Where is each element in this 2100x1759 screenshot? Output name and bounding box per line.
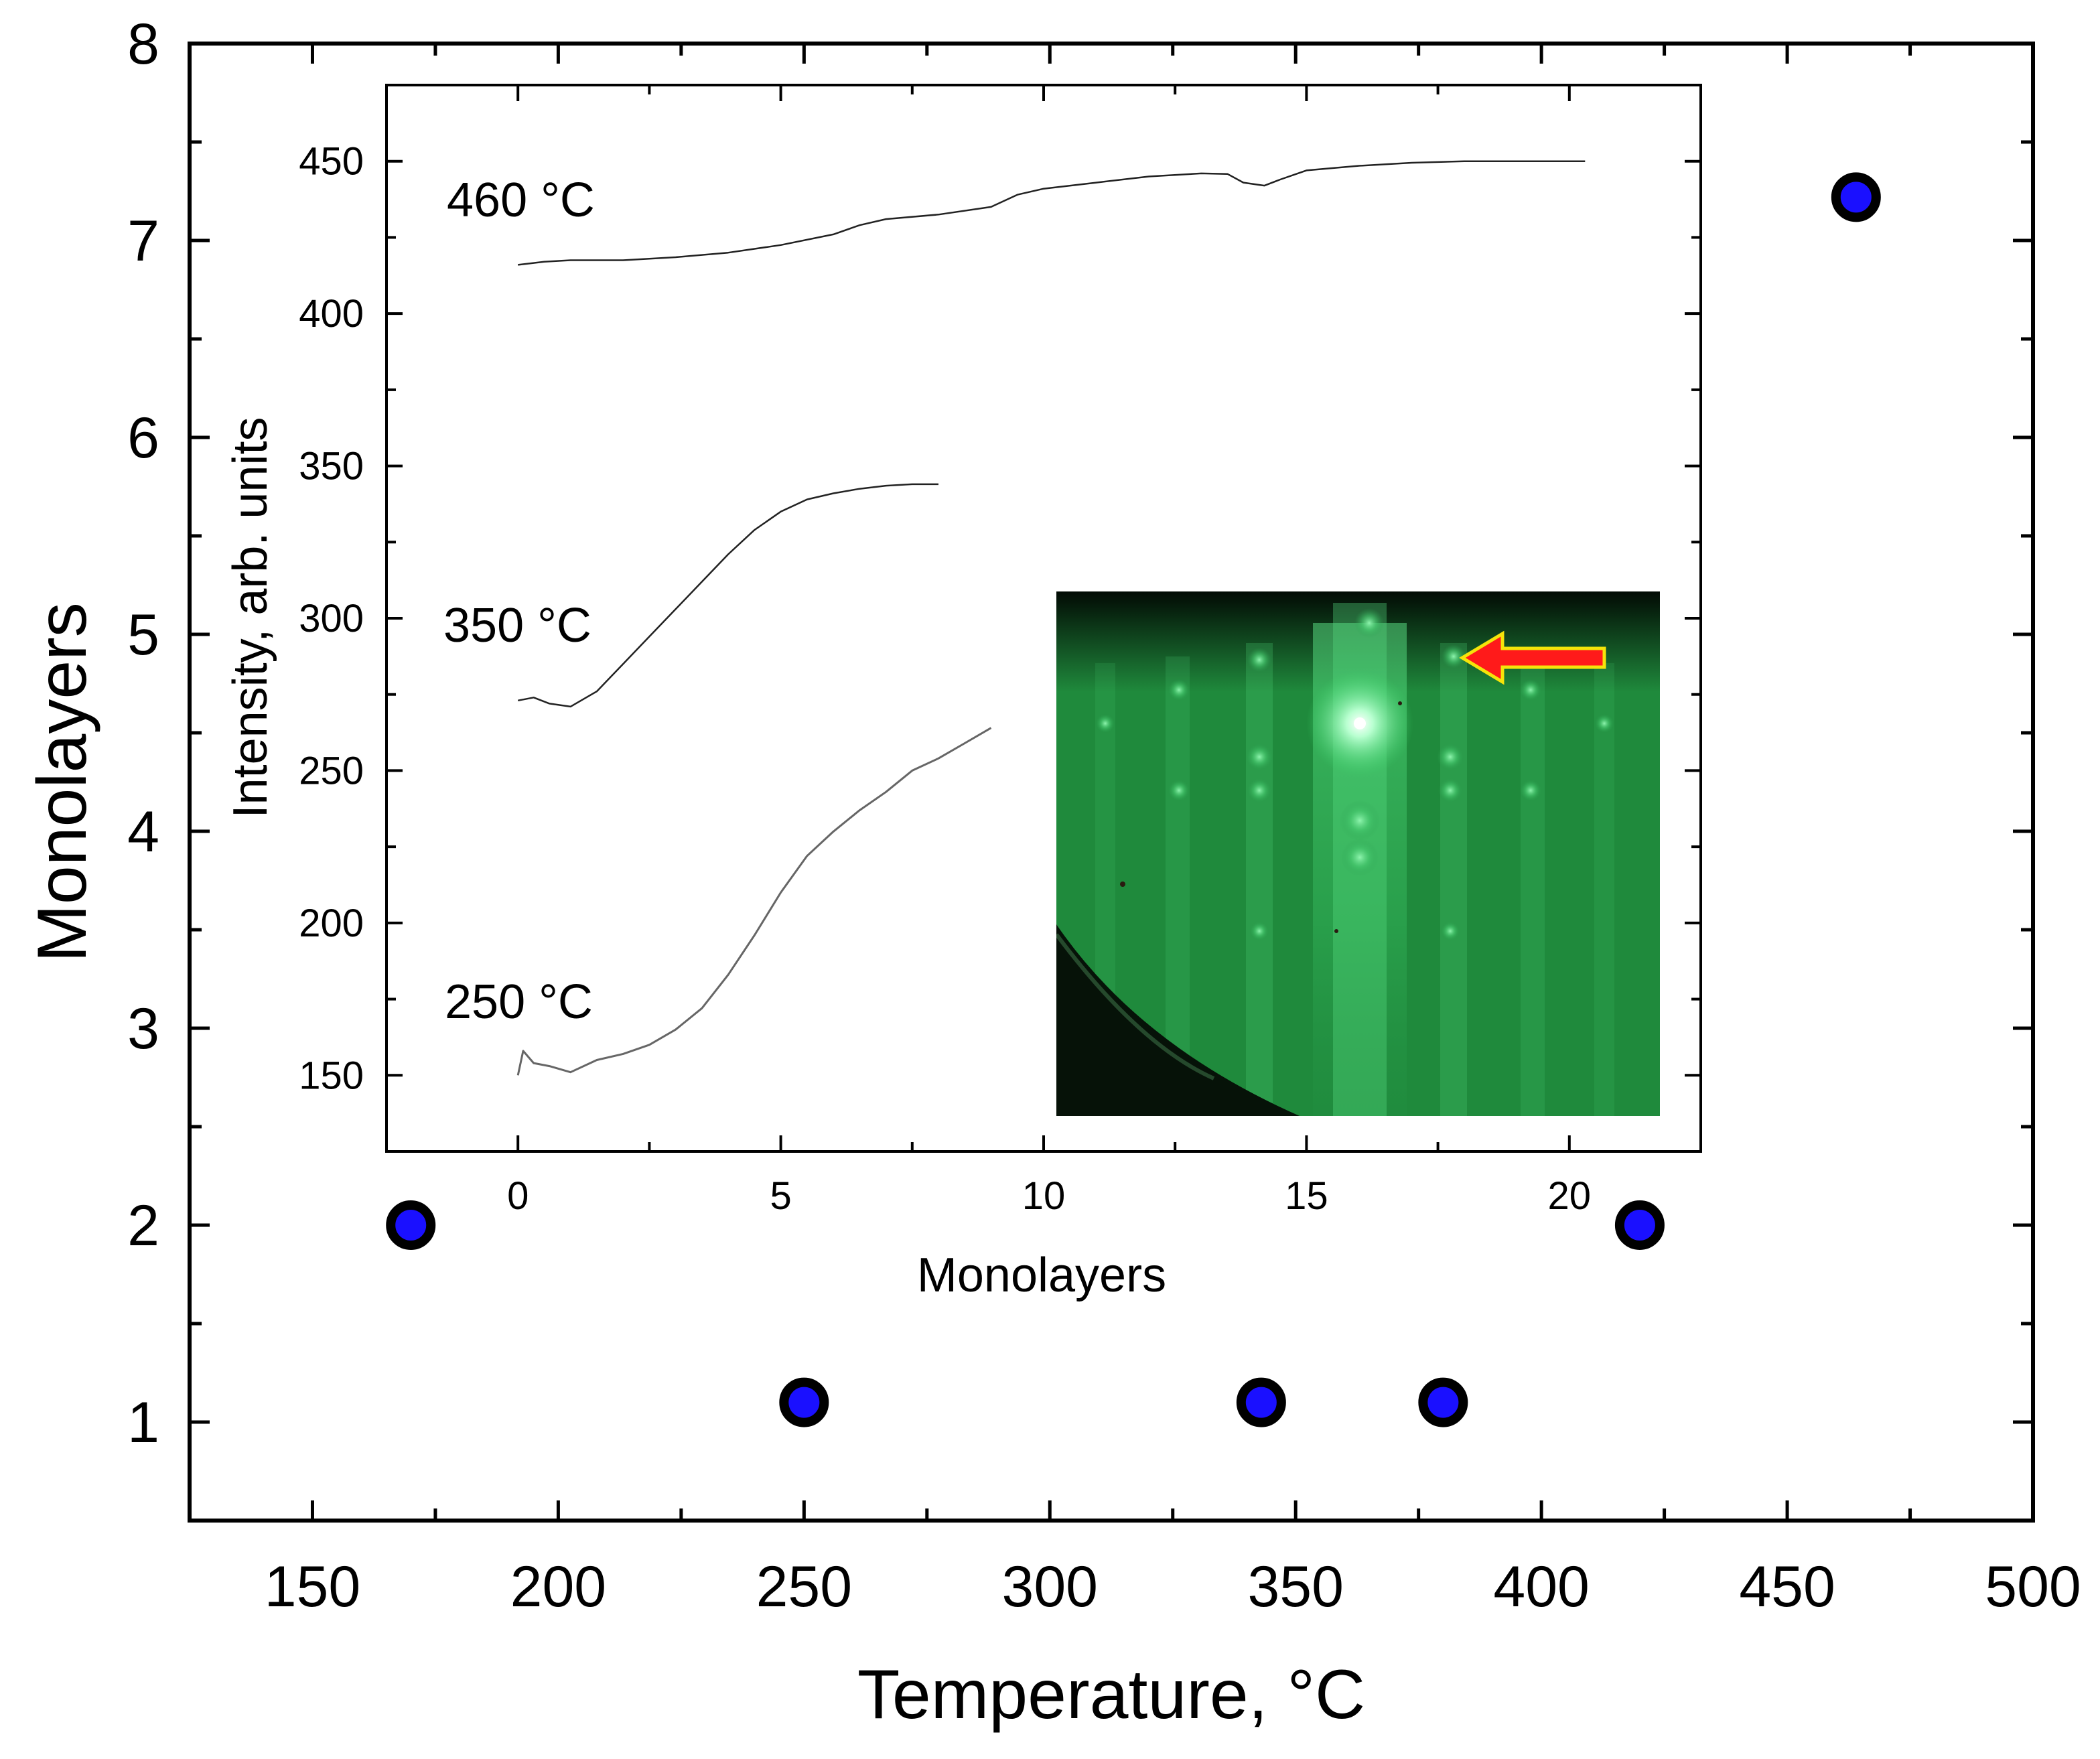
main-x-axis-title: Temperature, °C (857, 1656, 1365, 1734)
inset-x-tick-label: 5 (770, 1174, 791, 1218)
main-y-tick-label: 6 (127, 406, 159, 470)
main-x-tick-label: 400 (1493, 1555, 1590, 1619)
inset-y-axis-title: Intensity, arb. units (224, 417, 277, 819)
inset-curves (516, 160, 1586, 1076)
data-point (1614, 1200, 1665, 1250)
inset-curve-labels: 460 °C 350 °C 250 °C (443, 173, 595, 1029)
data-point (1831, 172, 1881, 222)
main-y-tick-label: 5 (127, 603, 159, 667)
series-line (517, 483, 938, 708)
arrow-icon (1459, 630, 1606, 685)
series-label: 250 °C (445, 975, 593, 1029)
inset-y-tick-label: 150 (299, 1054, 364, 1097)
inset-y-tick-label: 250 (299, 749, 364, 792)
series-line (516, 727, 992, 1076)
rheed-pattern-image (1056, 591, 1660, 1116)
inset-y-tick-label: 400 (299, 292, 364, 336)
inset-x-tick-label: 10 (1022, 1174, 1066, 1218)
main-x-tick-label: 150 (265, 1555, 361, 1619)
inset-axes: 0 5 10 15 20 150 200 250 300 350 400 450 (299, 84, 1702, 1218)
data-point (1236, 1377, 1286, 1427)
main-y-tick-label: 3 (127, 997, 159, 1061)
series-line (518, 160, 1586, 266)
main-x-tick-label: 250 (756, 1555, 853, 1619)
data-point (386, 1200, 436, 1250)
series-label: 350 °C (443, 599, 591, 652)
main-x-tick-label: 350 (1247, 1555, 1344, 1619)
inset-x-tick-label: 15 (1285, 1174, 1328, 1218)
main-y-tick-label: 4 (127, 800, 159, 864)
main-y-tick-label: 7 (127, 209, 159, 273)
inset-x-tick-label: 20 (1548, 1174, 1592, 1218)
inset-y-tick-label: 200 (299, 902, 364, 945)
inset-y-tick-label: 450 (299, 140, 364, 184)
inset-y-tick-label: 300 (299, 597, 364, 640)
main-plot-frame (188, 42, 2035, 1523)
inset-y-tick-label: 350 (299, 445, 364, 488)
main-y-tick-label: 1 (127, 1391, 159, 1455)
inset-x-axis-title: Monolayers (917, 1249, 1166, 1302)
main-y-tick-label: 2 (127, 1194, 159, 1258)
main-x-tick-label: 450 (1739, 1555, 1835, 1619)
data-point (1418, 1377, 1468, 1427)
main-x-tick-label: 500 (1985, 1555, 2081, 1619)
main-x-tick-label: 300 (1002, 1555, 1099, 1619)
main-y-axis-title: Monolayers (23, 602, 101, 963)
main-x-tick-label: 200 (510, 1555, 607, 1619)
data-point (779, 1377, 829, 1427)
main-data-points (386, 172, 1881, 1427)
main-y-tick-label: 8 (127, 12, 159, 76)
inset-x-tick-label: 0 (507, 1174, 529, 1218)
series-label: 460 °C (447, 173, 595, 227)
